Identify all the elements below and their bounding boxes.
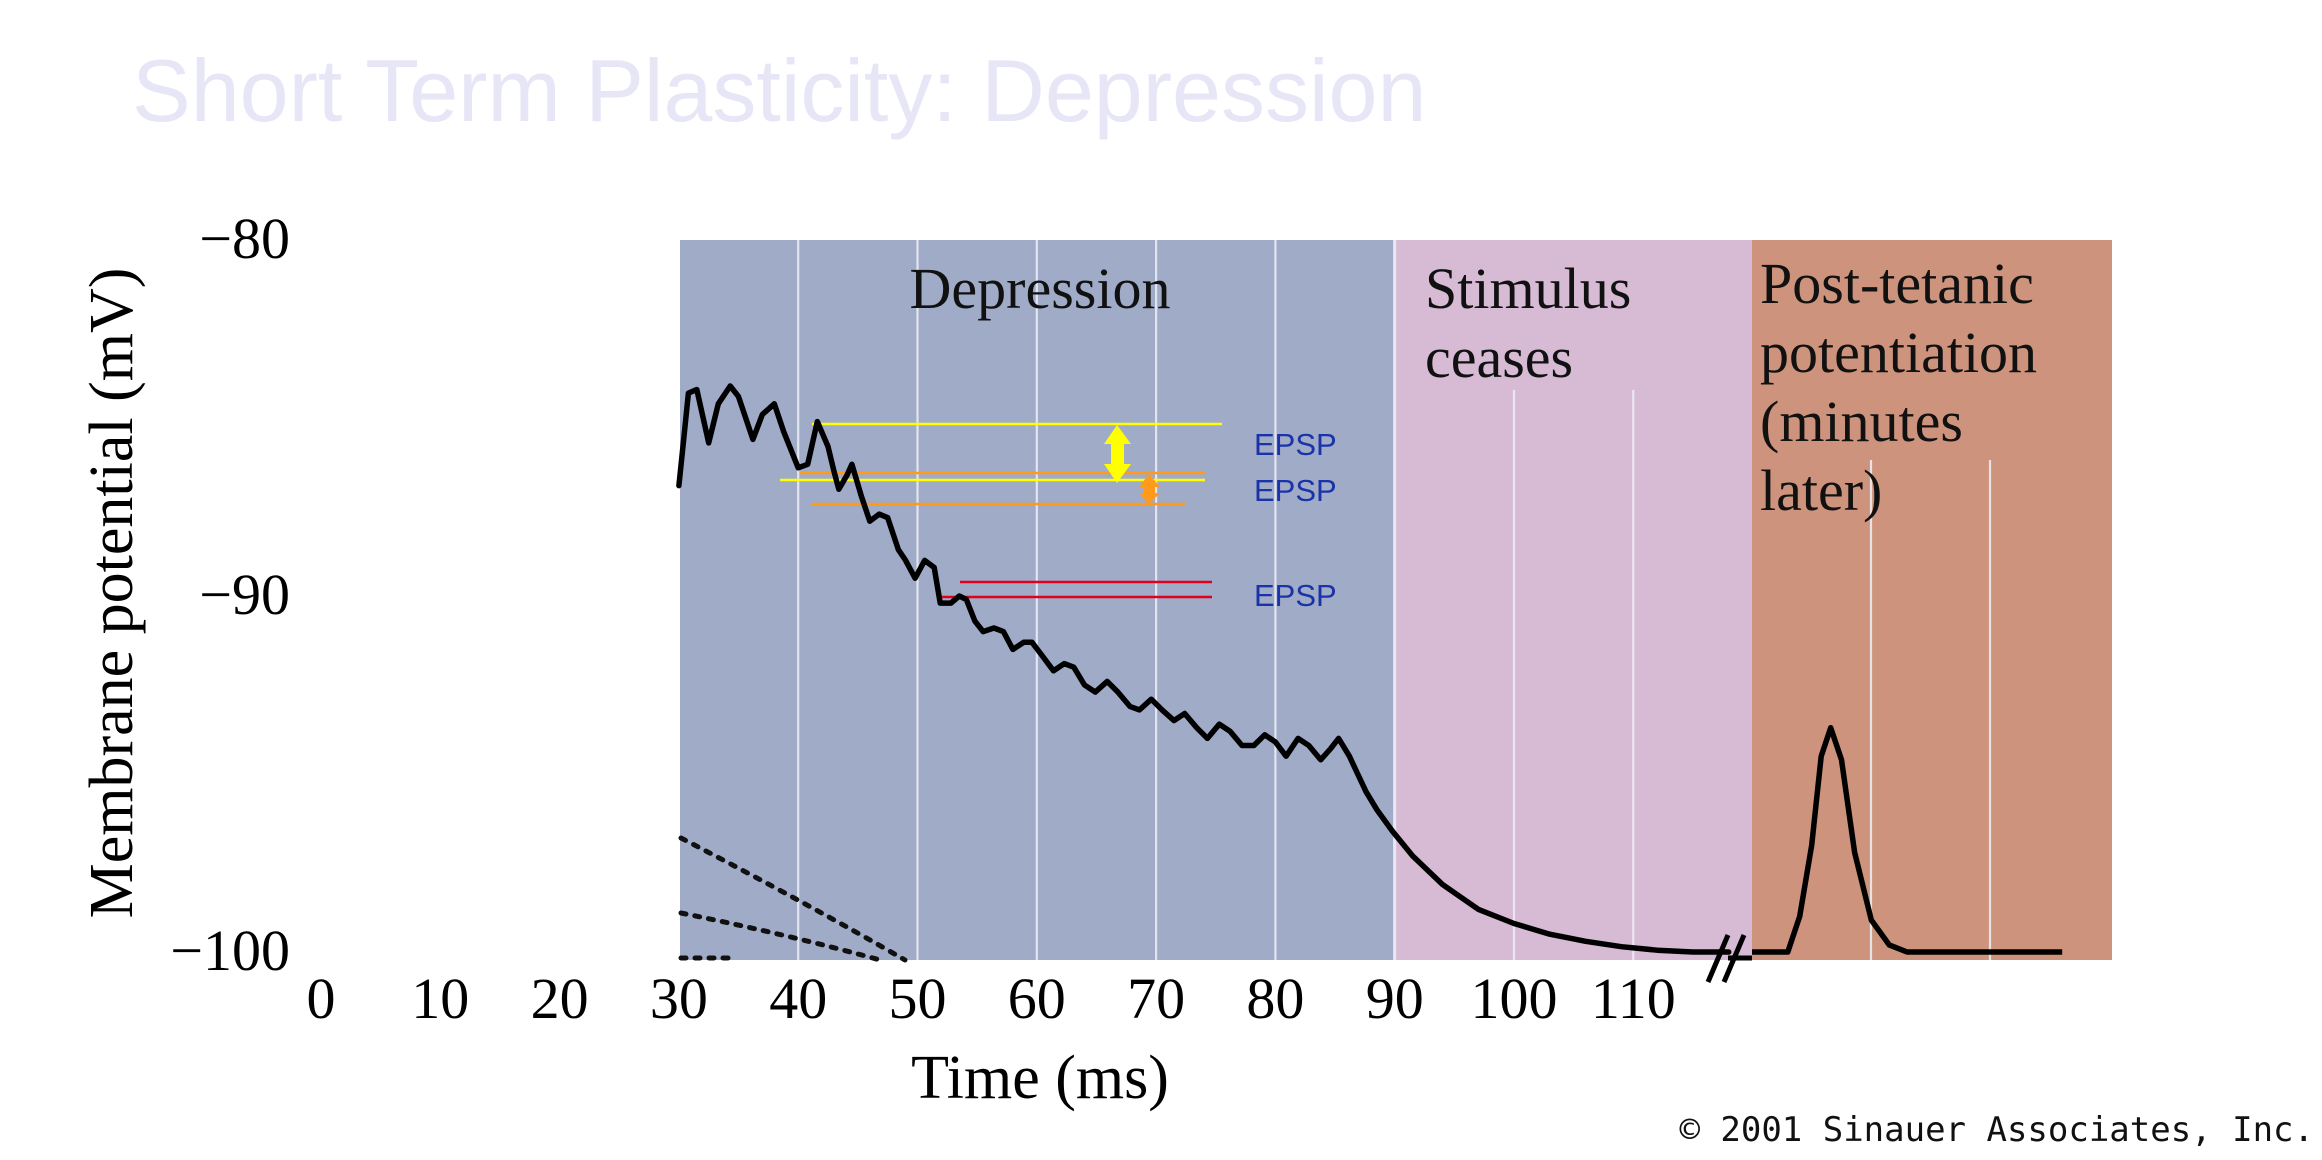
region-label-2-line-2: ceases	[1425, 325, 1573, 390]
epsp-yellow-arrowhead	[1104, 464, 1131, 483]
dotted-decay-curves	[678, 835, 908, 963]
region-label-3-line-3: (minutes	[1760, 389, 1963, 454]
epsp-yellow-arrowhead	[1104, 425, 1131, 444]
x-tick-label: 30	[650, 966, 708, 1031]
region-label-3-line-4: later)	[1760, 458, 1882, 523]
region-label-2-line-1: Stimulus	[1425, 256, 1631, 321]
y-axis-label: Membrane potential (mV)	[78, 268, 146, 919]
x-tick-label: 60	[1008, 966, 1066, 1031]
dotted-curve-2	[678, 910, 883, 963]
region-label-3-line-1: Post-tetanic	[1760, 251, 2034, 316]
depression-trace	[676, 383, 1732, 955]
axis-tick-labels: −80 −90 −100 0 10 20 30 40 50 60 70 80 90 100 110	[170, 206, 1675, 1031]
x-tick-label: 90	[1366, 966, 1424, 1031]
epsp-annotations: EPSP EPSP EPSP	[780, 422, 1337, 613]
region-band-2	[1393, 240, 1752, 960]
y-tick-label: −90	[199, 562, 290, 627]
x-tick-label: 50	[889, 966, 947, 1031]
x-axis-label: Time (ms)	[911, 1044, 1169, 1112]
y-tick-label: −80	[199, 206, 290, 271]
x-tick-label: 70	[1127, 966, 1185, 1031]
axis-break-mark	[1705, 934, 1731, 983]
epsp-orange-arrowhead	[1139, 474, 1160, 487]
epsp-label-2: EPSP	[1254, 473, 1337, 508]
x-tick-label: 100	[1471, 966, 1558, 1031]
dotted-curve-1	[678, 835, 908, 963]
epsp-orange-arrow-shaft	[1144, 484, 1155, 496]
x-tick-label: 0	[307, 966, 336, 1031]
epsp-label-3: EPSP	[1254, 578, 1337, 613]
region-label-1-line-1: Depression	[910, 256, 1171, 321]
epsp-label-1: EPSP	[1254, 427, 1337, 462]
chart-gridlines	[797, 240, 1992, 960]
y-tick-label: −100	[170, 918, 290, 983]
x-tick-label: 80	[1246, 966, 1304, 1031]
epsp-orange-arrowhead	[1139, 493, 1160, 504]
x-tick-label: 10	[411, 966, 469, 1031]
region-label-3-line-2: potentiation	[1760, 320, 2037, 385]
x-tick-label: 40	[769, 966, 827, 1031]
x-tick-label: 20	[531, 966, 589, 1031]
x-tick-label: 110	[1591, 966, 1676, 1031]
copyright-notice: © 2001 Sinauer Associates, Inc.	[1679, 1110, 2314, 1150]
slide-title: Short Term Plasticity: Depression	[132, 41, 1427, 140]
ptp-trace	[1752, 724, 2063, 955]
membrane-traces	[676, 383, 2063, 983]
epsp-yellow-arrow-shaft	[1111, 440, 1124, 467]
